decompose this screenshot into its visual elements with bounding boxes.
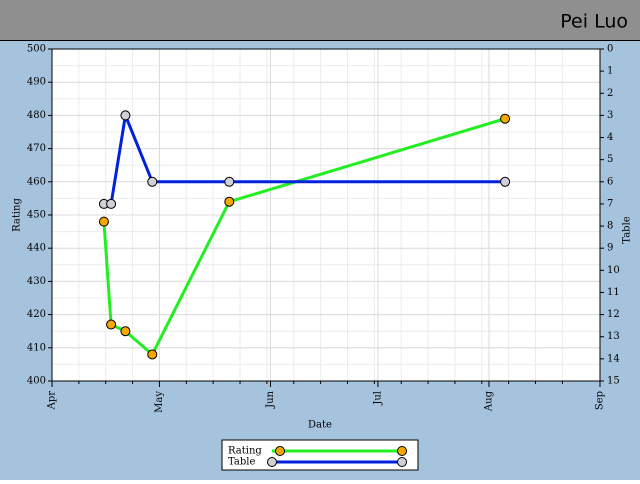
data-point bbox=[500, 113, 511, 124]
y2-tick-label: 14 bbox=[607, 353, 620, 364]
legend bbox=[221, 439, 419, 471]
data-point bbox=[147, 176, 158, 187]
y2-tick-label: 8 bbox=[607, 221, 613, 232]
y2-tick-label: 11 bbox=[607, 287, 620, 298]
legend-label: Table bbox=[228, 457, 255, 468]
legend-marker bbox=[275, 446, 285, 456]
y2-tick-label: 9 bbox=[607, 243, 613, 254]
x-axis-label: Date bbox=[308, 420, 332, 431]
x-tick-label: Aug bbox=[483, 390, 494, 412]
data-point bbox=[98, 216, 109, 227]
y2-tick-label: 0 bbox=[607, 44, 613, 55]
legend-label: Rating bbox=[228, 446, 262, 457]
data-point bbox=[224, 196, 235, 207]
y-tick-label: 450 bbox=[27, 210, 46, 221]
y2-tick-label: 5 bbox=[607, 154, 613, 165]
data-point bbox=[120, 326, 131, 337]
y2-tick-label: 12 bbox=[607, 309, 620, 320]
x-tick-label: May bbox=[154, 391, 165, 413]
x-tick-label: Jul bbox=[372, 391, 383, 406]
data-point bbox=[500, 176, 511, 187]
y2-tick-label: 15 bbox=[607, 376, 620, 387]
data-point bbox=[106, 319, 117, 330]
y2-tick-label: 7 bbox=[607, 198, 613, 209]
y2-tick-label: 6 bbox=[607, 176, 613, 187]
series-line bbox=[102, 117, 506, 357]
grid bbox=[51, 48, 601, 382]
x-tick-label: Sep bbox=[595, 391, 606, 410]
y2-tick-label: 1 bbox=[607, 66, 613, 77]
y2-tick-label: 13 bbox=[607, 331, 620, 342]
y-tick-label: 430 bbox=[27, 276, 46, 287]
y-tick-label: 490 bbox=[27, 77, 46, 88]
y-axis-label: Rating bbox=[12, 198, 23, 232]
legend-marker bbox=[397, 457, 407, 467]
y-tick-label: 470 bbox=[27, 143, 46, 154]
data-point bbox=[224, 176, 235, 187]
data-point bbox=[120, 110, 131, 121]
y2-tick-label: 3 bbox=[607, 110, 613, 121]
x-tick-label: Jun bbox=[265, 390, 276, 408]
y-tick-label: 480 bbox=[27, 110, 46, 121]
x-tick-label: Apr bbox=[47, 391, 58, 411]
legend-marker bbox=[267, 457, 277, 467]
y2-axis-label: Table bbox=[622, 216, 633, 243]
user-name: Pei Luo bbox=[560, 11, 628, 33]
data-point bbox=[147, 349, 158, 360]
header-bar bbox=[0, 0, 640, 40]
y-tick-label: 500 bbox=[27, 44, 46, 55]
y-tick-label: 440 bbox=[27, 243, 46, 254]
y-tick-label: 410 bbox=[27, 342, 46, 353]
y2-tick-label: 10 bbox=[607, 265, 620, 276]
y2-tick-label: 4 bbox=[607, 132, 613, 143]
y-tick-label: 460 bbox=[27, 176, 46, 187]
legend-marker bbox=[397, 446, 407, 456]
data-point bbox=[106, 198, 117, 209]
y-tick-label: 400 bbox=[27, 376, 46, 387]
y2-tick-label: 2 bbox=[607, 88, 613, 99]
y-tick-label: 420 bbox=[27, 309, 46, 320]
